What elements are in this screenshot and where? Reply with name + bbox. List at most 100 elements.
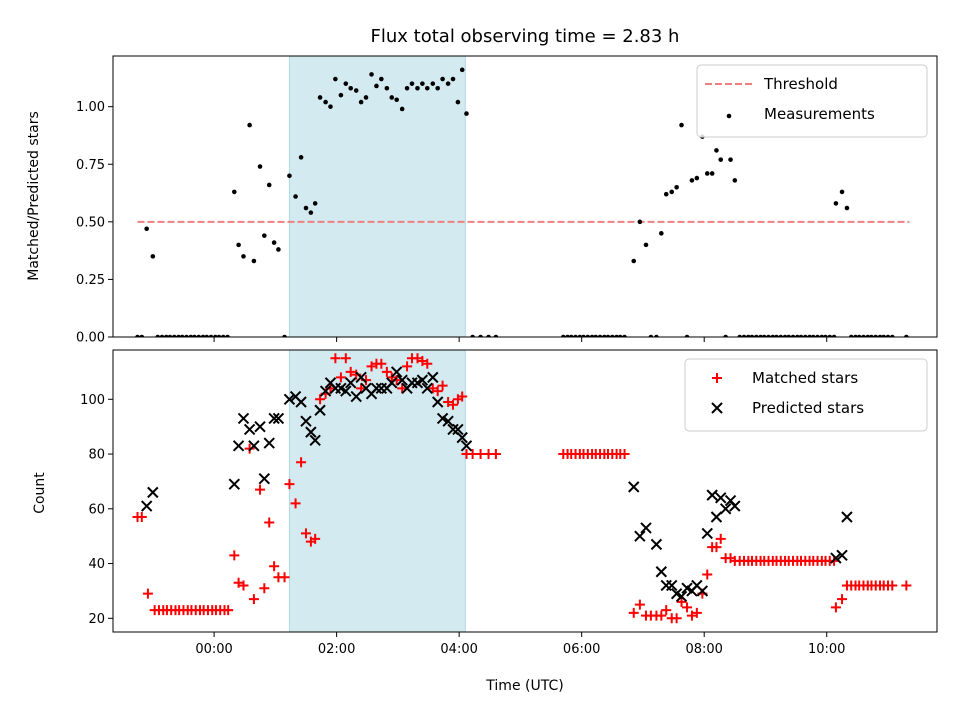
measurement-point (312, 201, 318, 206)
measurement-point (464, 111, 469, 116)
matched-stars-point (661, 605, 672, 616)
measurement-point (823, 334, 828, 337)
matched-stars-point (290, 498, 301, 509)
predicted-stars-point (841, 511, 853, 523)
matched-stars-point (448, 399, 459, 410)
measurement-point (262, 233, 267, 238)
measurement-point (778, 334, 784, 337)
measurement-point (317, 95, 323, 100)
measurement-point (328, 104, 333, 109)
measurement-point (435, 85, 440, 91)
x-tick-label: 04:00 (440, 642, 477, 657)
matched-stars-point (887, 580, 898, 591)
y-tick-label: 40 (88, 557, 105, 572)
measurement-point (415, 85, 420, 91)
measurement-point (659, 231, 664, 236)
measurement-point (159, 334, 165, 337)
predicted-stars-point (295, 396, 307, 408)
y-tick-label: 80 (88, 448, 105, 463)
predicted-stars-point (431, 396, 444, 408)
measurement-point (379, 76, 384, 82)
legend-measurements-swatch (726, 113, 732, 119)
measurement-point (374, 83, 379, 89)
predicted-stars-point (836, 549, 848, 562)
predicted-stars-point (386, 377, 398, 389)
measurement-point (704, 171, 710, 176)
measurement-point (889, 334, 895, 337)
predicted-stars-point (701, 527, 713, 540)
measurement-point (746, 334, 751, 337)
measurement-point (389, 95, 395, 100)
measurement-point (139, 334, 145, 337)
matched-stars-point (656, 610, 667, 621)
y-axis-label-ratio: Matched/Predicted stars (26, 111, 42, 281)
predicted-stars-point (696, 585, 709, 597)
matched-stars-point (628, 607, 639, 618)
measurement-point (220, 334, 226, 337)
measurement-point (176, 334, 181, 337)
measurement-point (399, 106, 405, 112)
predicted-stars-point (243, 423, 256, 436)
predicted-stars-point (232, 440, 245, 452)
measurement-point (865, 334, 871, 337)
measurement-point (853, 334, 858, 337)
measurement-point (430, 81, 436, 86)
predicted-stars-point (719, 503, 732, 515)
matched-stars-point (702, 569, 713, 580)
measurement-point (225, 334, 230, 337)
predicted-stars-point (370, 382, 383, 395)
predicted-stars-point (416, 374, 429, 386)
measurement-point (251, 258, 257, 264)
legend-box (684, 358, 928, 432)
predicted-stars-point (715, 492, 727, 504)
y-tick-label: 20 (88, 612, 105, 627)
measurement-point (648, 334, 654, 337)
measurement-point (358, 99, 364, 105)
measurement-point (856, 334, 862, 337)
matched-stars-point (335, 372, 346, 383)
x-tick-label: 10:00 (808, 642, 845, 657)
matched-stars-point (255, 484, 266, 495)
measurement-point (714, 148, 719, 153)
predicted-stars-point (254, 420, 266, 433)
measurement-point (179, 334, 185, 337)
predicted-stars-point (258, 472, 271, 485)
matched-stars-point (682, 602, 693, 613)
measurement-point (470, 334, 475, 337)
matched-stars-point (837, 594, 848, 605)
measurement-point (694, 175, 700, 181)
measurement-point (565, 334, 570, 337)
predicted-stars-point (396, 374, 408, 386)
predicted-stars-point (248, 440, 260, 452)
measurement-point (782, 334, 788, 337)
predicted-stars-point (421, 382, 433, 395)
matched-stars-point (432, 386, 443, 397)
measurement-point (293, 194, 298, 199)
measurement-point (617, 334, 623, 337)
predicted-stars-point (460, 440, 473, 452)
measurement-point (192, 334, 197, 337)
measurement-point (674, 184, 679, 190)
matched-stars-point (830, 602, 841, 613)
matched-stars-point (345, 366, 356, 377)
predicted-stars-point (309, 434, 321, 447)
measurement-point (200, 334, 206, 337)
measurement-point (271, 240, 277, 245)
matched-stars-point (269, 561, 280, 572)
matched-stars-point (315, 394, 326, 405)
measurement-point (348, 85, 354, 91)
measurement-point (723, 334, 728, 337)
measurement-point (844, 205, 850, 211)
observing-span-shade (288, 55, 466, 338)
predicted-stars-point (447, 423, 459, 436)
measurement-point (363, 95, 369, 100)
matched-stars-point (284, 479, 295, 490)
measurement-point (589, 334, 595, 337)
predicted-stars-point (640, 522, 652, 534)
predicted-stars-point (706, 489, 718, 501)
measurement-point (303, 205, 309, 211)
legend-label: Measurements (764, 105, 875, 123)
predicted-stars-point (710, 511, 723, 523)
y-tick-label: 60 (88, 502, 105, 517)
measurement-point (833, 201, 839, 206)
